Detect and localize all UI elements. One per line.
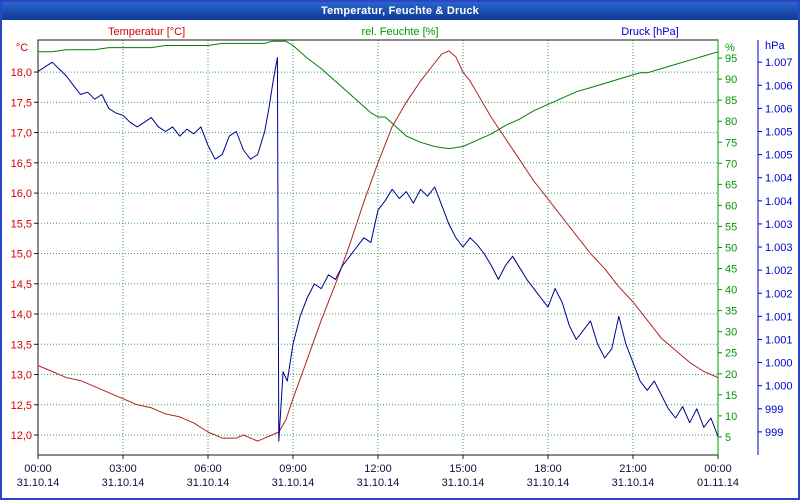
temperature-axis-header: °C xyxy=(16,42,28,54)
humidity-tick-label: 20 xyxy=(725,369,737,381)
pressure-tick-label: 1.003 xyxy=(765,219,793,231)
pressure-tick-label: 999 xyxy=(765,427,783,439)
temperature-tick-label: 13,0 xyxy=(11,370,32,382)
series-line-temperature xyxy=(37,50,719,442)
x-tick-time-label: 21:00 xyxy=(619,463,647,475)
temperature-tick-label: 17,0 xyxy=(11,128,32,140)
pressure-tick-label: 999 xyxy=(765,404,783,416)
humidity-tick-label: 65 xyxy=(725,179,737,191)
x-tick-date-label: 31.10.14 xyxy=(102,477,145,489)
humidity-tick-label: 70 xyxy=(725,158,737,170)
pressure-tick-label: 1.001 xyxy=(765,311,793,323)
humidity-tick-label: 15 xyxy=(725,390,737,402)
x-tick-date-label: 31.10.14 xyxy=(187,477,230,489)
x-tick-date-label: 31.10.14 xyxy=(357,477,400,489)
pressure-tick-label: 1.005 xyxy=(765,150,793,162)
window-title: Temperatur, Feuchte & Druck xyxy=(320,5,479,17)
temperature-tick-label: 16,0 xyxy=(11,188,32,200)
temperature-tick-label: 12,5 xyxy=(11,400,32,412)
pressure-tick-label: 1.006 xyxy=(765,103,793,115)
temperature-tick-label: 15,0 xyxy=(11,249,32,261)
humidity-tick-label: 80 xyxy=(725,116,737,128)
pressure-tick-label: 1.003 xyxy=(765,242,793,254)
chart-canvas: 18,0 17,5 17,0 16,5 16,0 15,5 15,0 14,5 14,0 13,5… xyxy=(11,26,793,489)
humidity-tick-label: 55 xyxy=(725,221,737,233)
humidity-tick-label: 35 xyxy=(725,306,737,318)
x-tick-time-label: 06:00 xyxy=(194,463,222,475)
x-tick-date-label: 31.10.14 xyxy=(17,477,60,489)
series-line-humidity xyxy=(37,40,719,150)
pressure-tick-label: 1.000 xyxy=(765,381,793,393)
pressure-tick-label: 1.001 xyxy=(765,334,793,346)
temperature-tick-label: 14,0 xyxy=(11,309,32,321)
temperature-tick-label: 17,5 xyxy=(11,97,32,109)
x-tick-date-label: 31.10.14 xyxy=(612,477,655,489)
pressure-tick-label: 1.005 xyxy=(765,127,793,139)
x-tick-time-label: 18:00 xyxy=(534,463,562,475)
temperature-tick-label: 18,0 xyxy=(11,67,32,79)
pressure-tick-label: 1.000 xyxy=(765,358,793,370)
humidity-tick-label: 90 xyxy=(725,74,737,86)
temperature-tick-label: 12,0 xyxy=(11,430,32,442)
temperature-tick-label: 16,5 xyxy=(11,158,32,170)
series-title-temperature: Temperatur [°C] xyxy=(108,26,185,38)
pressure-tick-label: 1.002 xyxy=(765,265,793,277)
chart-area: 18,0 17,5 17,0 16,5 16,0 15,5 15,0 14,5 14,0 13,5… xyxy=(2,20,798,498)
pressure-tick-label: 1.002 xyxy=(765,288,793,300)
humidity-axis-header: % xyxy=(725,42,735,54)
humidity-tick-label: 30 xyxy=(725,327,737,339)
humidity-tick-label: 10 xyxy=(725,411,737,423)
humidity-tick-label: 60 xyxy=(725,200,737,212)
x-tick-time-label: 00:00 xyxy=(24,463,52,475)
x-tick-date-label: 31.10.14 xyxy=(527,477,570,489)
humidity-tick-label: 25 xyxy=(725,348,737,360)
x-tick-date-label: 31.10.14 xyxy=(442,477,485,489)
x-tick-time-label: 09:00 xyxy=(279,463,307,475)
x-tick-time-label: 03:00 xyxy=(109,463,137,475)
humidity-tick-label: 75 xyxy=(725,137,737,149)
x-tick-date-label: 01.11.14 xyxy=(697,477,739,489)
x-tick-date-label: 31.10.14 xyxy=(272,477,315,489)
series-title-humidity: rel. Feuchte [%] xyxy=(361,26,438,38)
series-title-pressure: Druck [hPa] xyxy=(621,26,678,38)
x-tick-time-label: 00:00 xyxy=(704,463,732,475)
temperature-tick-label: 14,5 xyxy=(11,279,32,291)
humidity-tick-label: 40 xyxy=(725,285,737,297)
humidity-tick-label: 50 xyxy=(725,243,737,255)
pressure-axis-header: hPa xyxy=(765,40,785,52)
pressure-tick-label: 1.004 xyxy=(765,173,793,185)
humidity-tick-label: 5 xyxy=(725,432,731,444)
window-titlebar[interactable]: Temperatur, Feuchte & Druck xyxy=(2,2,798,20)
humidity-tick-label: 45 xyxy=(725,264,737,276)
pressure-tick-label: 1.004 xyxy=(765,196,793,208)
series-line-pressure xyxy=(37,57,719,442)
humidity-tick-label: 95 xyxy=(725,53,737,65)
humidity-tick-label: 85 xyxy=(725,95,737,107)
pressure-tick-label: 1.006 xyxy=(765,80,793,92)
x-tick-time-label: 15:00 xyxy=(449,463,477,475)
pressure-tick-label: 1.007 xyxy=(765,57,793,69)
x-tick-time-label: 12:00 xyxy=(364,463,392,475)
temperature-tick-label: 13,5 xyxy=(11,339,32,351)
temperature-tick-label: 15,5 xyxy=(11,218,32,230)
